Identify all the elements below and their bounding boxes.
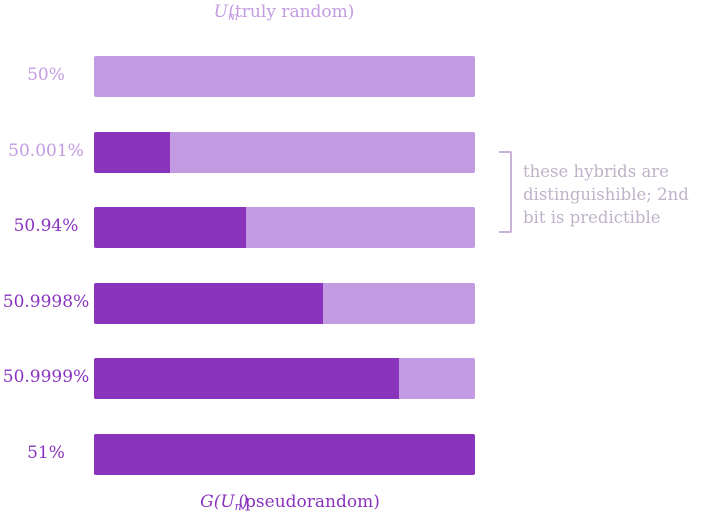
hybrid-bar [94, 131, 475, 173]
truly-random-label: Um(truly random) [0, 2, 568, 23]
pseudorandom-fill [94, 131, 171, 173]
hybrid-bar [94, 282, 475, 324]
row-probability-label: 50.94% [13, 216, 79, 237]
truly-random-text: (truly random) [228, 2, 355, 22]
hybrids-bracket [499, 151, 512, 233]
annotation-line: distinguishible; 2nd [523, 185, 689, 204]
row-probability-label: 50.9999% [2, 367, 90, 388]
pseudorandom-fill [94, 358, 399, 400]
pseudorandom-fill [94, 207, 247, 249]
hybrid-bar [94, 207, 475, 249]
row-probability-label: 51% [27, 443, 65, 463]
row-probability-label: 50% [27, 65, 65, 85]
pseudorandom-fill [94, 434, 475, 475]
gun-symbol: G(Un) [200, 492, 249, 513]
annotation-line: these hybrids are [523, 162, 669, 181]
pseudorandom-fill [94, 282, 323, 324]
hybrid-bar [94, 56, 475, 97]
pseudorandom-text: (pseudorandom) [238, 492, 380, 512]
pseudorandom-label: G(Un)(pseudorandom) [0, 492, 580, 513]
annotation-line: bit is predictible [523, 208, 661, 227]
hybrid-bar [94, 434, 475, 475]
hybrid-bar [94, 358, 475, 400]
row-probability-label: 50.001% [8, 140, 84, 161]
hybrids-annotation: these hybrids are distinguishible; 2nd b… [523, 160, 710, 229]
um-symbol: Um [213, 2, 239, 23]
row-probability-label: 50.9998% [2, 291, 90, 312]
